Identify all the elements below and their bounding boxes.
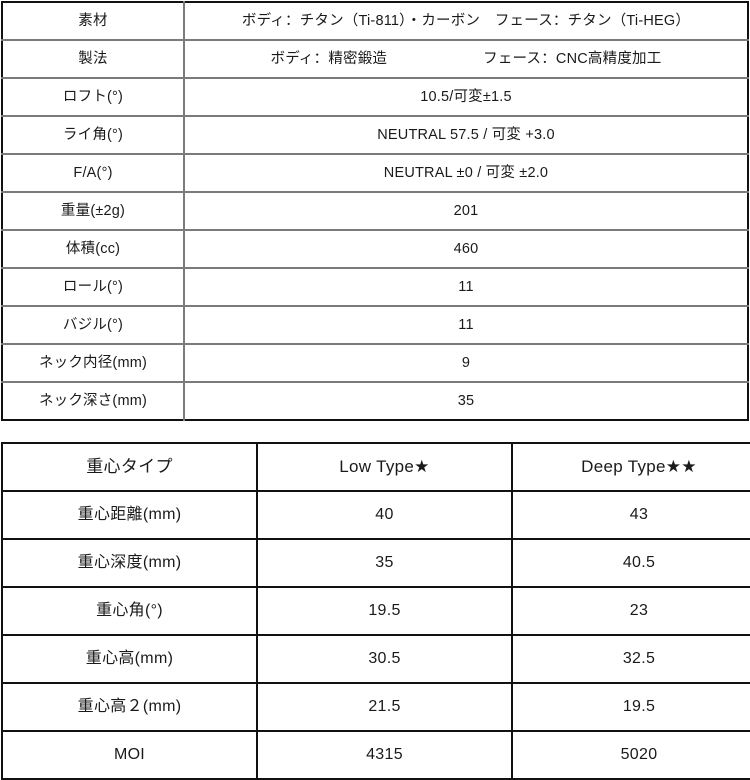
cog-value-distance-low: 40 — [257, 490, 513, 539]
spec-label-construction: 製法 — [2, 39, 185, 78]
spec-label-bulge: バジル(°) — [2, 305, 185, 344]
cog-label-angle: 重心角(°) — [2, 586, 258, 635]
spec-label-face-angle: F/A(°) — [2, 153, 185, 192]
spec-label-neck-depth: ネック深さ(mm) — [2, 381, 185, 420]
spec-label-weight: 重量(±2g) — [2, 191, 185, 230]
cog-value-moi-low: 4315 — [257, 730, 513, 779]
table-row: 重心距離(mm) 40 43 — [2, 490, 750, 539]
table-row: ライ角(°) NEUTRAL 57.5 / 可変 +3.0 — [2, 115, 748, 154]
spec-value-pair: ボディ：精密鍛造 フェース：CNC高精度加工 — [228, 51, 704, 68]
spec-label-loft: ロフト(°) — [2, 77, 185, 116]
table-row: 製法 ボディ：精密鍛造 フェース：CNC高精度加工 — [2, 39, 748, 78]
spec-value-bulge: 11 — [184, 305, 748, 344]
spec-label-neck-inner-diameter: ネック内径(mm) — [2, 343, 185, 382]
cog-value-height-2-low: 21.5 — [257, 682, 513, 731]
table-row: 重心角(°) 19.5 23 — [2, 586, 750, 635]
table-row: MOI 4315 5020 — [2, 730, 750, 779]
table-row: 重心深度(mm) 35 40.5 — [2, 538, 750, 587]
table-row: ネック深さ(mm) 35 — [2, 381, 748, 420]
spec-value-construction-face: フェース：CNC高精度加工 — [483, 50, 662, 67]
table-row: 重量(±2g) 201 — [2, 191, 748, 230]
cog-value-height-deep: 32.5 — [512, 634, 750, 683]
table-separator-gap — [0, 421, 750, 442]
spec-value-neck-inner-diameter: 9 — [184, 343, 748, 382]
cog-value-height-low: 30.5 — [257, 634, 513, 683]
table-header-row: 重心タイプ Low Type★ Deep Type★★ — [2, 443, 750, 491]
cog-label-distance: 重心距離(mm) — [2, 490, 258, 539]
cog-header-low-type: Low Type★ — [257, 443, 513, 491]
spec-value-weight: 201 — [184, 191, 748, 230]
spec-value-loft: 10.5/可変±1.5 — [184, 77, 748, 116]
cog-label-height: 重心高(mm) — [2, 634, 258, 683]
spec-value-roll: 11 — [184, 267, 748, 306]
spec-value-material: ボディ：チタン（Ti-811）・カーボン フェース：チタン（Ti-HEG） — [241, 12, 691, 29]
table-row: F/A(°) NEUTRAL ±0 / 可変 ±2.0 — [2, 153, 748, 192]
cog-value-depth-deep: 40.5 — [512, 538, 750, 587]
club-specification-table: 素材 ボディ：チタン（Ti-811）・カーボン フェース：チタン（Ti-HEG）… — [1, 1, 749, 421]
spec-label-volume: 体積(cc) — [2, 229, 185, 268]
spec-label-lie-angle: ライ角(°) — [2, 115, 185, 154]
cog-value-angle-low: 19.5 — [257, 586, 513, 635]
cog-value-moi-deep: 5020 — [512, 730, 750, 779]
cog-header-deep-type: Deep Type★★ — [581, 457, 697, 477]
cog-label-height-2: 重心高２(mm) — [2, 682, 258, 731]
cog-value-depth-low: 35 — [257, 538, 513, 587]
spec-label-roll: ロール(°) — [2, 267, 185, 306]
cog-value-height-2-deep: 19.5 — [512, 682, 750, 731]
spec-value-volume: 460 — [184, 229, 748, 268]
table-row: ロフト(°) 10.5/可変±1.5 — [2, 77, 748, 116]
table-row: 素材 ボディ：チタン（Ti-811）・カーボン フェース：チタン（Ti-HEG） — [2, 2, 748, 40]
table-row: ロール(°) 11 — [2, 267, 748, 306]
spec-table-body: 素材 ボディ：チタン（Ti-811）・カーボン フェース：チタン（Ti-HEG）… — [2, 2, 748, 420]
cog-header-type: 重心タイプ — [2, 443, 258, 491]
center-of-gravity-table: 重心タイプ Low Type★ Deep Type★★ 重心距離(mm) 40 … — [1, 442, 750, 780]
table-row: 重心高２(mm) 21.5 19.5 — [2, 682, 750, 731]
cog-table-body: 重心タイプ Low Type★ Deep Type★★ 重心距離(mm) 40 … — [2, 443, 750, 779]
table-row: ネック内径(mm) 9 — [2, 343, 748, 382]
cog-label-moi: MOI — [2, 730, 258, 779]
spec-value-construction: ボディ：精密鍛造 フェース：CNC高精度加工 — [184, 39, 748, 78]
cog-label-depth: 重心深度(mm) — [2, 538, 258, 587]
table-row: 重心高(mm) 30.5 32.5 — [2, 634, 750, 683]
spec-value-lie-angle: NEUTRAL 57.5 / 可変 +3.0 — [184, 115, 748, 154]
cog-value-distance-deep: 43 — [512, 490, 750, 539]
table-row: 体積(cc) 460 — [2, 229, 748, 268]
spec-value-construction-body: ボディ：精密鍛造 — [270, 50, 388, 67]
cog-value-angle-deep: 23 — [512, 586, 750, 635]
spec-value-face-angle: NEUTRAL ±0 / 可変 ±2.0 — [184, 153, 748, 192]
spec-label-material: 素材 — [2, 2, 185, 40]
spec-value-neck-depth: 35 — [184, 381, 748, 420]
table-row: バジル(°) 11 — [2, 305, 748, 344]
